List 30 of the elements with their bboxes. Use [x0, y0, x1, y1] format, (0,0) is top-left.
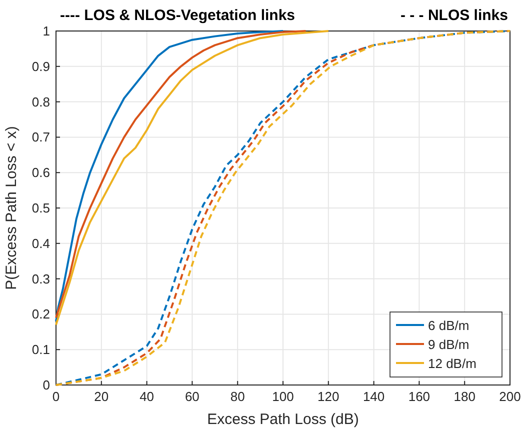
x-tick-label: 40 — [140, 389, 154, 404]
y-tick-label: 0.1 — [32, 342, 50, 358]
x-tick-label: 160 — [408, 389, 430, 404]
x-tick-label: 60 — [184, 389, 200, 404]
y-tick-label: 0 — [42, 378, 50, 392]
y-tick-label: 0.8 — [32, 94, 50, 110]
x-tick-label: 0 — [52, 389, 60, 404]
x-tick-label: 140 — [362, 389, 385, 404]
legend-label: 6 dB/m — [428, 318, 470, 333]
x-axis-title: Excess Path Loss (dB) — [207, 411, 359, 428]
y-tick-label: 0.3 — [32, 271, 50, 286]
x-tick-label: 100 — [272, 389, 294, 404]
legend-label: 12 dB/m — [428, 356, 476, 371]
y-tick-label: 0.4 — [32, 236, 50, 251]
y-axis-title: P(Excess Path Loss < x) — [3, 126, 20, 290]
x-tick-label: 120 — [318, 389, 340, 404]
y-tick-label: 0.2 — [32, 306, 50, 322]
x-tick-label: 180 — [454, 389, 476, 404]
x-tick-label: 200 — [499, 389, 521, 404]
legend-label: 9 dB/m — [428, 337, 470, 352]
text: ---- LOS & NLOS-Vegetation links — [60, 7, 296, 24]
x-tick-label: 20 — [94, 389, 109, 404]
y-tick-label: 0.6 — [32, 165, 50, 180]
text: - - - NLOS links — [400, 7, 508, 24]
x-tick-label: 80 — [230, 389, 245, 404]
y-tick-label: 0.5 — [32, 200, 50, 216]
y-tick-label: 0.9 — [32, 58, 50, 74]
y-tick-label: 1 — [42, 24, 50, 38]
y-tick-label: 0.7 — [32, 130, 50, 145]
line-series — [55, 30, 511, 386]
